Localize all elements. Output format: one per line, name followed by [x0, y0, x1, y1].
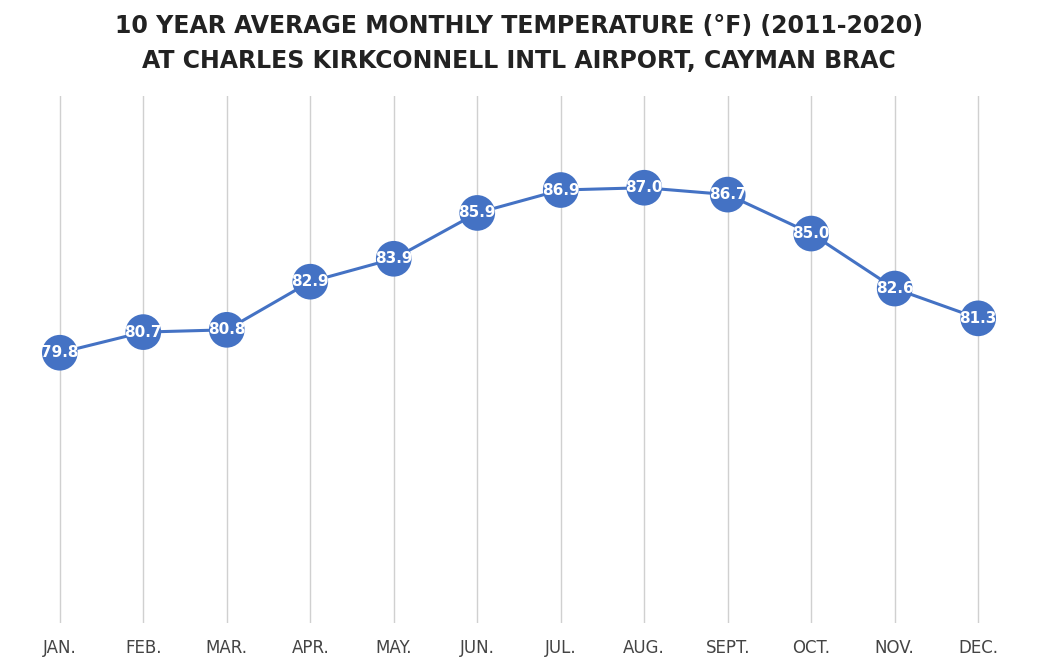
Text: 86.9: 86.9	[542, 183, 579, 197]
Text: 86.7: 86.7	[709, 187, 746, 202]
Text: 87.0: 87.0	[626, 180, 663, 195]
Point	[886, 283, 903, 294]
Point	[302, 276, 319, 287]
Text: 82.9: 82.9	[292, 274, 329, 289]
Point	[803, 228, 820, 239]
Text: 82.6: 82.6	[876, 281, 913, 296]
Point	[552, 185, 569, 195]
Text: 80.8: 80.8	[208, 322, 246, 338]
Point	[719, 189, 736, 200]
Point	[469, 207, 486, 218]
Title: 10 YEAR AVERAGE MONTHLY TEMPERATURE (°F) (2011-2020)
AT CHARLES KIRKCONNELL INTL: 10 YEAR AVERAGE MONTHLY TEMPERATURE (°F)…	[115, 14, 923, 73]
Point	[385, 254, 402, 264]
Point	[218, 325, 235, 336]
Point	[969, 313, 986, 323]
Point	[636, 183, 653, 193]
Text: 80.7: 80.7	[125, 325, 162, 340]
Text: 85.0: 85.0	[792, 226, 830, 241]
Point	[135, 327, 152, 338]
Text: 81.3: 81.3	[959, 311, 996, 326]
Text: 79.8: 79.8	[42, 345, 79, 360]
Text: 83.9: 83.9	[375, 251, 412, 266]
Text: 85.9: 85.9	[459, 205, 496, 221]
Point	[52, 348, 69, 358]
